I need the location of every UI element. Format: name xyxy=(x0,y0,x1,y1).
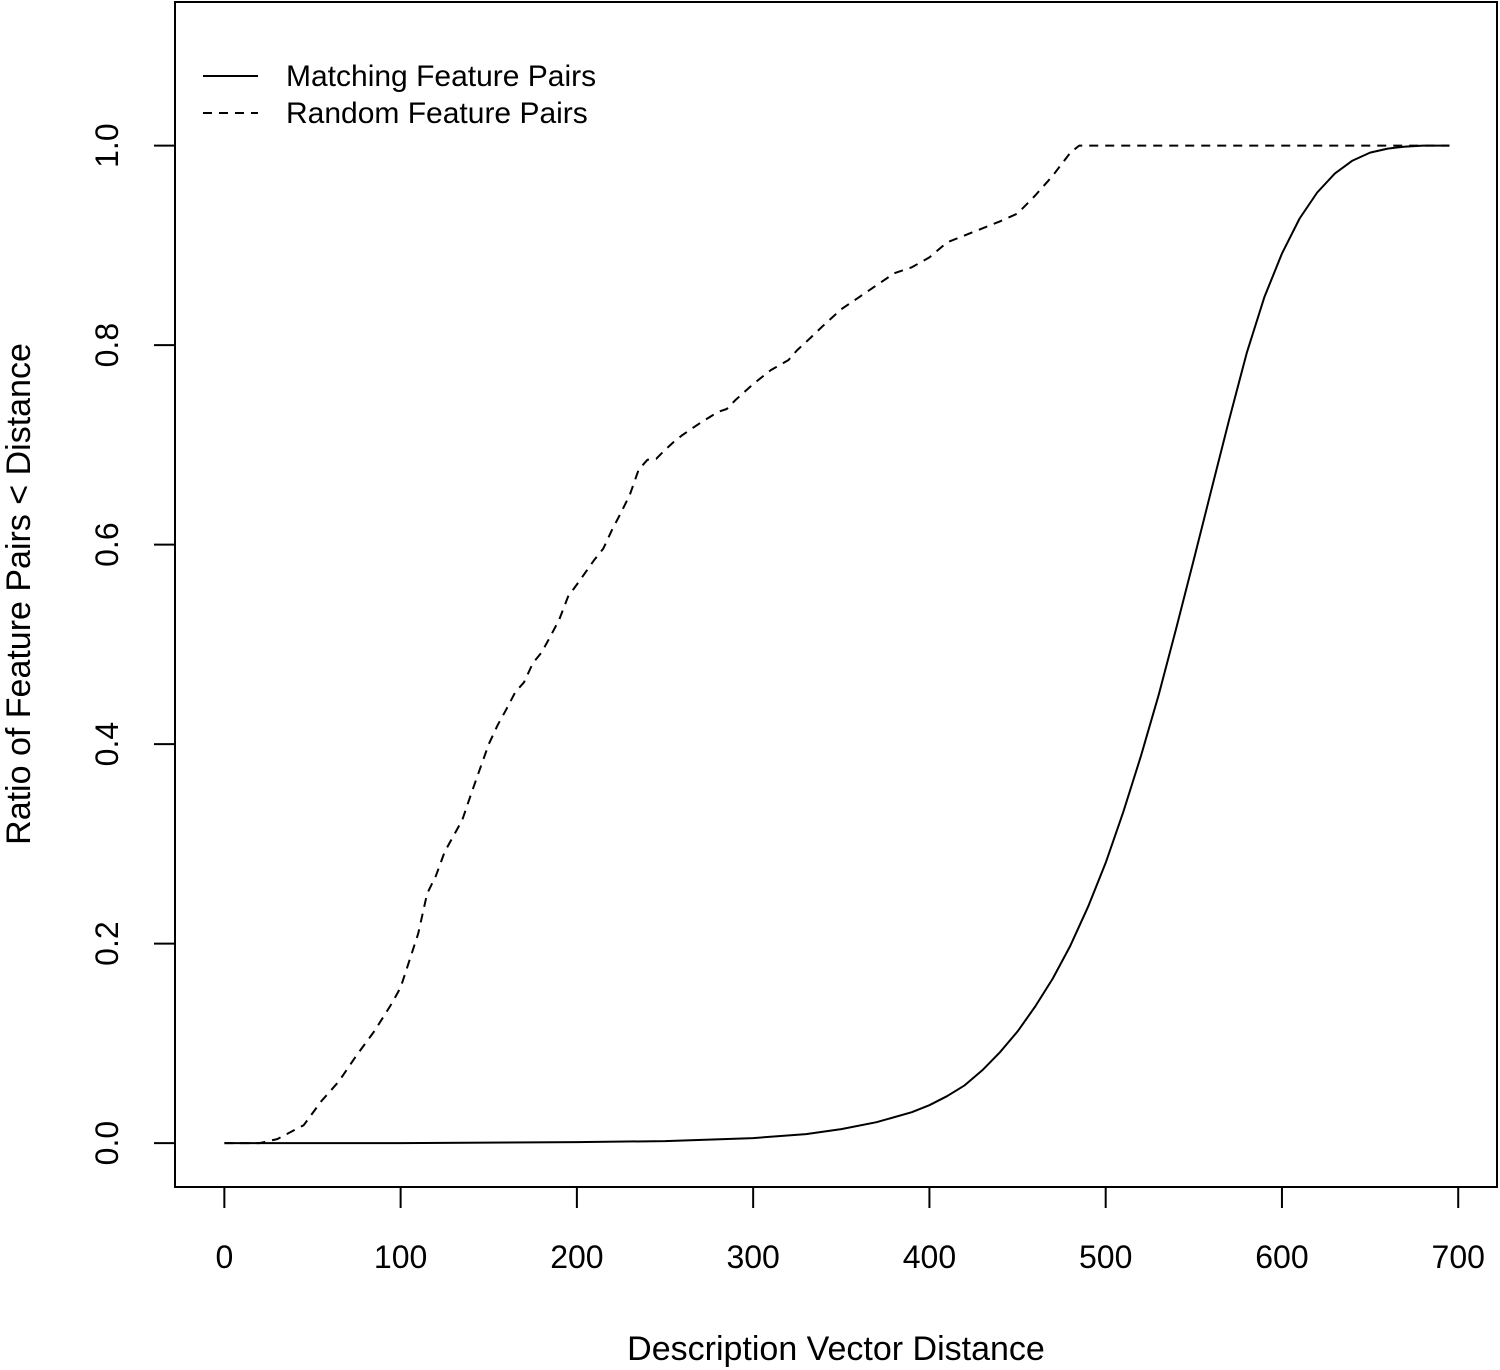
legend-label-matching: Matching Feature Pairs xyxy=(286,60,596,93)
x-tick-label: 500 xyxy=(1079,1239,1132,1275)
legend: Matching Feature Pairs Random Feature Pa… xyxy=(203,60,596,130)
y-tick-label: 0.0 xyxy=(89,1121,125,1165)
legend-label-random: Random Feature Pairs xyxy=(286,97,588,130)
series-line-random xyxy=(224,144,1450,1145)
x-tick-label: 200 xyxy=(550,1239,603,1275)
x-axis-title: Description Vector Distance xyxy=(627,1330,1045,1368)
y-tick-label: 0.8 xyxy=(89,323,125,367)
y-tick-label: 0.2 xyxy=(89,921,125,965)
x-tick-label: 600 xyxy=(1255,1239,1308,1275)
y-tick-label: 0.6 xyxy=(89,522,125,566)
y-tick-label: 0.4 xyxy=(89,722,125,766)
x-axis: 0 100 200 300 400 500 600 700 xyxy=(215,1186,1485,1275)
y-tick-label: 1.0 xyxy=(89,123,125,167)
x-tick-label: 700 xyxy=(1432,1239,1485,1275)
x-tick-label: 100 xyxy=(374,1239,427,1275)
x-tick-label: 400 xyxy=(903,1239,956,1275)
x-tick-label: 300 xyxy=(726,1239,779,1275)
series-line-matching xyxy=(224,144,1450,1145)
y-axis: 0.0 0.2 0.4 0.6 0.8 1.0 xyxy=(89,123,176,1165)
x-tick-label: 0 xyxy=(215,1239,233,1275)
y-axis-title: Ratio of Feature Pairs < Distance xyxy=(0,343,38,845)
series-layer xyxy=(224,144,1450,1145)
plot-frame xyxy=(174,1,1498,1188)
